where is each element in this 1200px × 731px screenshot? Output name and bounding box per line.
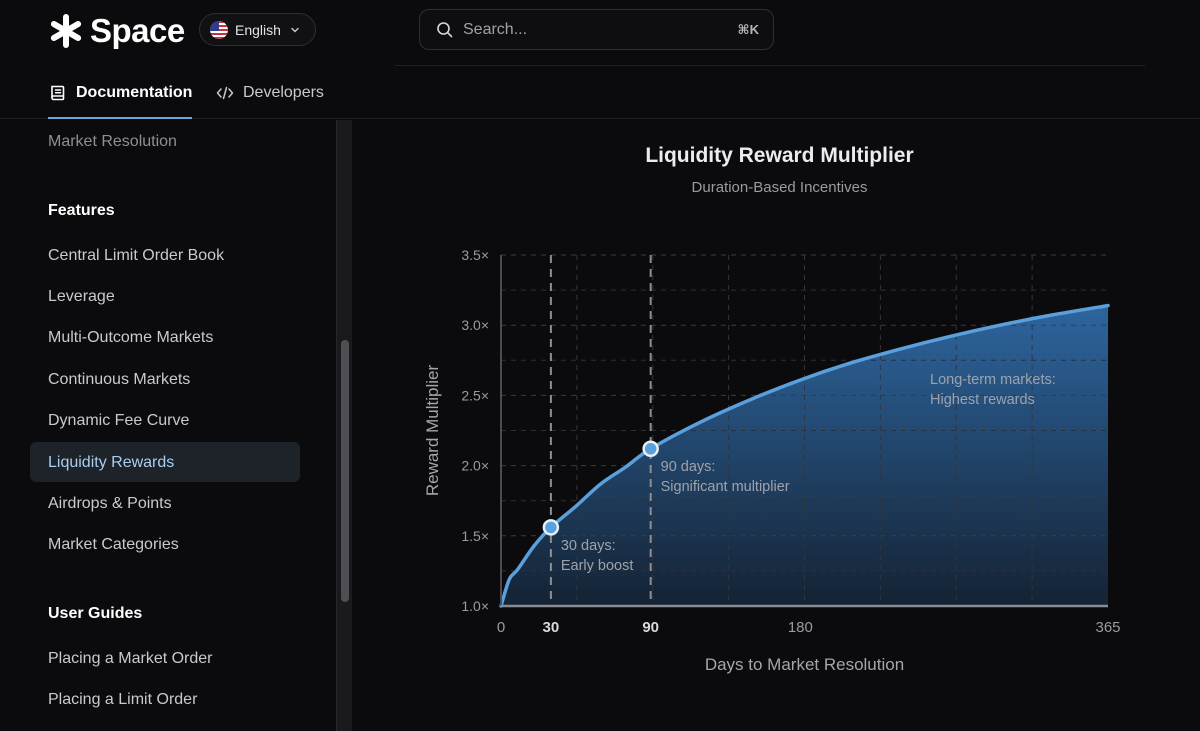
main-tabs: Documentation Developers bbox=[0, 66, 1200, 119]
language-selector[interactable]: English bbox=[199, 13, 316, 46]
search-input[interactable] bbox=[463, 20, 723, 39]
chart-annotation-line: Early boost bbox=[561, 558, 634, 574]
sidebar-item-liquidity-rewards-label: Liquidity Rewards bbox=[48, 454, 175, 471]
x-tick-label: 0 bbox=[497, 619, 505, 636]
y-tick-label: 1.0× bbox=[461, 598, 489, 614]
sidebar-item-central-limit-order-book[interactable]: Central Limit Order Book bbox=[48, 247, 225, 264]
chart-annotation-line: Long-term markets: bbox=[930, 372, 1056, 388]
reward-multiplier-chart: 1.0× 1.5× 2.0× 2.5× 3.0× 3.5× 0 30 90 180 365 Days … bbox=[423, 247, 1121, 674]
x-tick-label: 30 bbox=[543, 619, 560, 636]
search-shortcut: ⌘K bbox=[737, 22, 759, 37]
y-axis-label: Reward Multiplier bbox=[423, 365, 442, 497]
sidebar-scrollbar[interactable] bbox=[336, 120, 352, 731]
main-content: Liquidity Reward Multiplier Duration-Bas… bbox=[353, 120, 1200, 731]
chart-title: Liquidity Reward Multiplier bbox=[645, 144, 914, 167]
tab-developers[interactable]: Developers bbox=[215, 66, 324, 119]
sidebar-item-continuous-markets[interactable]: Continuous Markets bbox=[48, 371, 191, 388]
top-bar: Space English ⌘K bbox=[0, 0, 1200, 66]
x-tick-label: 180 bbox=[788, 619, 813, 636]
sidebar-item-airdrops-points[interactable]: Airdrops & Points bbox=[48, 495, 172, 512]
reward-curve-line bbox=[499, 303, 1110, 608]
asterisk-logo-icon bbox=[50, 14, 82, 48]
tab-documentation[interactable]: Documentation bbox=[48, 66, 193, 119]
sidebar-item-placing-market-order[interactable]: Placing a Market Order bbox=[48, 650, 213, 667]
chart-annotation-line: Highest rewards bbox=[930, 392, 1035, 408]
search-icon bbox=[437, 21, 453, 37]
code-icon bbox=[216, 86, 234, 99]
search-box[interactable]: ⌘K bbox=[419, 9, 774, 50]
language-label: English bbox=[235, 21, 281, 38]
chart-annotation-line: 30 days: bbox=[561, 538, 616, 554]
data-point-marker bbox=[542, 519, 560, 536]
chart-annotation: 30 days: Early boost bbox=[561, 538, 634, 574]
sidebar-heading-features: Features bbox=[48, 202, 115, 219]
data-point-marker bbox=[642, 440, 659, 458]
sidebar: Market Resolution Features Central Limit… bbox=[0, 120, 336, 731]
sidebar-item-leverage[interactable]: Leverage bbox=[48, 288, 115, 305]
y-tick-label: 3.5× bbox=[461, 247, 489, 263]
sidebar-item-market-categories[interactable]: Market Categories bbox=[48, 536, 179, 553]
brand-logo[interactable]: Space bbox=[48, 12, 185, 50]
sidebar-item-placing-limit-order[interactable]: Placing a Limit Order bbox=[48, 691, 198, 708]
y-tick-label: 3.0× bbox=[461, 317, 489, 333]
sidebar-item-dynamic-fee-curve[interactable]: Dynamic Fee Curve bbox=[48, 412, 190, 429]
tab-documentation-label: Documentation bbox=[76, 83, 193, 101]
chart-annotation-line: Significant multiplier bbox=[661, 479, 790, 495]
tab-developers-label: Developers bbox=[243, 83, 324, 101]
chart-annotation: 90 days: Significant multiplier bbox=[661, 459, 790, 495]
brand-name: Space bbox=[90, 12, 185, 49]
us-flag-icon bbox=[210, 20, 228, 39]
x-tick-label: 365 bbox=[1095, 619, 1120, 636]
sidebar-item-liquidity-rewards[interactable] bbox=[30, 442, 300, 482]
y-tick-label: 2.5× bbox=[461, 387, 489, 403]
chevron-down-icon bbox=[291, 27, 299, 32]
header-divider bbox=[395, 65, 1145, 66]
sidebar-item-market-resolution[interactable]: Market Resolution bbox=[48, 133, 177, 150]
x-tick-label: 90 bbox=[642, 619, 659, 636]
x-axis-label: Days to Market Resolution bbox=[705, 655, 904, 674]
book-icon bbox=[51, 85, 65, 100]
chart-subtitle: Duration-Based Incentives bbox=[691, 179, 868, 196]
y-tick-label: 1.5× bbox=[461, 528, 489, 544]
sidebar-item-multi-outcome-markets[interactable]: Multi-Outcome Markets bbox=[48, 329, 214, 346]
y-tick-label: 2.0× bbox=[461, 458, 489, 474]
sidebar-heading-user-guides: User Guides bbox=[48, 605, 143, 622]
sidebar-scrollbar-thumb[interactable] bbox=[341, 340, 349, 602]
chart-annotation: Long-term markets: Highest rewards bbox=[930, 372, 1056, 408]
chart-annotation-line: 90 days: bbox=[661, 459, 716, 475]
